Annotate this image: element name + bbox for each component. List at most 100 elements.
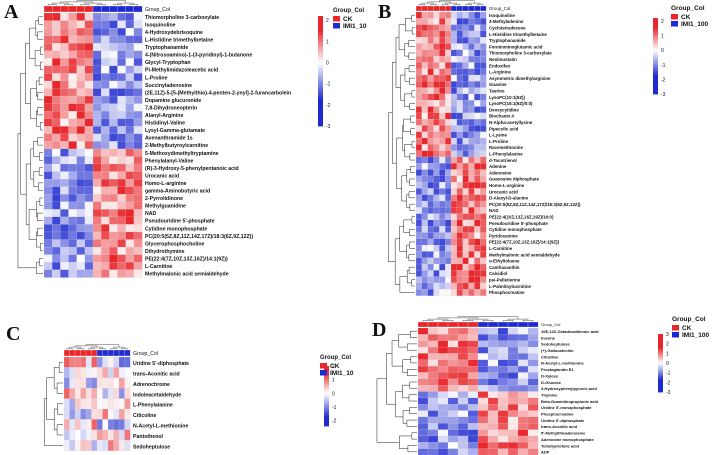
heatmap-cell: [76, 209, 86, 218]
heatmap-cell: [450, 219, 458, 227]
heatmap-cell: [415, 282, 423, 290]
dendrogram-branch: [411, 140, 415, 148]
heatmap-cell: [433, 226, 440, 233]
heatmap-cell: [43, 133, 53, 142]
heatmap-cell: [60, 186, 69, 195]
heatmap-cell: [117, 186, 127, 195]
heatmap-cell: [474, 238, 481, 246]
heatmap-cell: [421, 106, 429, 114]
heatmap-cell: [102, 356, 109, 368]
group-cell-ck: [80, 349, 87, 357]
heatmap-cell: [480, 245, 487, 252]
legend-swatch-ck: [333, 16, 340, 22]
heatmap-cell: [76, 20, 86, 29]
color-scale-step: [318, 46, 323, 50]
heatmap-cell: [439, 144, 446, 152]
heatmap-cell: [84, 209, 94, 218]
heatmap-cell: [101, 126, 110, 135]
heatmap-cell: [133, 163, 143, 172]
heatmap-cell: [462, 43, 469, 51]
color-scale-step: [653, 90, 658, 93]
heatmap-cell: [467, 429, 479, 437]
heatmap-cell: [113, 377, 120, 389]
row-label: 10E,12Z-Octadecadienoic acid: [541, 329, 599, 334]
heatmap-cell: [117, 246, 127, 256]
heatmap-cell: [421, 194, 429, 202]
color-scale-step: [653, 23, 658, 26]
heatmap-cell: [92, 216, 102, 225]
heatmap-cell: [517, 416, 529, 424]
heatmap-cell: [415, 49, 423, 57]
heatmap-cell: [427, 423, 439, 431]
heatmap-cell: [101, 133, 110, 142]
heatmap-cell: [52, 141, 61, 150]
dendrogram-branch: [406, 419, 417, 427]
group-cell-imi: [96, 349, 103, 357]
heatmap-cell: [468, 282, 475, 290]
heatmap-cell: [427, 251, 434, 259]
heatmap-cell: [474, 270, 481, 277]
heatmap-cell: [84, 201, 94, 210]
color-scale-step: [653, 80, 658, 83]
heatmap-cell: [417, 429, 429, 437]
heatmap-cell: [69, 440, 76, 451]
heatmap-cell: [439, 169, 446, 177]
dendrogram-branch: [409, 77, 415, 85]
heatmap-cell: [421, 24, 429, 32]
color-scale-step: [324, 418, 329, 421]
heatmap-cell: [76, 231, 86, 240]
color-scale-step: [318, 62, 323, 66]
heatmap-cell: [468, 49, 475, 57]
heatmap-cell: [468, 270, 475, 277]
heatmap-cell: [474, 263, 481, 271]
heatmap-cell: [60, 231, 69, 240]
heatmap-cell: [468, 68, 475, 76]
color-scale-tick: 1: [661, 34, 664, 40]
heatmap-cell: [92, 103, 102, 112]
heatmap-cell: [421, 226, 429, 233]
heatmap-cell: [487, 404, 499, 411]
heatmap-cell: [85, 377, 92, 389]
heatmap-cell: [109, 65, 118, 74]
heatmap-cell: [133, 194, 143, 203]
heatmap-cell: [84, 20, 94, 29]
heatmap-cell: [450, 131, 458, 139]
dendrogram-branch: [410, 128, 415, 136]
dendrogram-branch: [37, 212, 43, 221]
heatmap-cell: [468, 118, 475, 126]
color-scale-step: [658, 384, 663, 387]
heatmap-cell: [456, 282, 464, 290]
heatmap-cell: [76, 156, 86, 165]
heatmap-cell: [415, 232, 423, 240]
color-scale-step: [653, 67, 658, 70]
heatmap-cell: [462, 156, 469, 164]
color-scale-step: [324, 402, 329, 404]
heatmap-cell: [415, 188, 423, 196]
heatmap-cell: [450, 156, 458, 164]
heatmap-cell: [85, 388, 92, 399]
heatmap-panel-a: A Group_Col Thiomorpholine 3-carboxylate I…: [0, 0, 367, 292]
heatmap-cell: [117, 133, 127, 142]
group-cell-imi: [487, 321, 499, 328]
heatmap-cell: [450, 49, 458, 57]
row-label: Lysyl-Gamma-glutamate: [145, 128, 205, 134]
heatmap-cell: [480, 182, 487, 189]
heatmap-cell: [480, 270, 487, 277]
row-label: d-Tocotrienol: [489, 158, 517, 163]
dendrogram-branch: [411, 432, 417, 440]
dendrogram-branch: [38, 16, 43, 25]
heatmap-cell: [96, 429, 103, 441]
heatmap-cell: [117, 156, 127, 165]
heatmap-cell: [427, 353, 439, 361]
color-scale-step: [318, 73, 323, 77]
heatmap-cell: [474, 245, 481, 252]
heatmap-cell: [477, 385, 489, 392]
heatmap-cell: [96, 377, 103, 389]
heatmap-cell: [427, 87, 434, 95]
heatmap-cell: [480, 200, 487, 208]
heatmap-cell: [497, 378, 509, 386]
heatmap-cell: [456, 131, 464, 139]
heatmap-cell: [480, 169, 487, 177]
heatmap-cell: [450, 106, 458, 114]
heatmap-cell: [68, 73, 78, 82]
